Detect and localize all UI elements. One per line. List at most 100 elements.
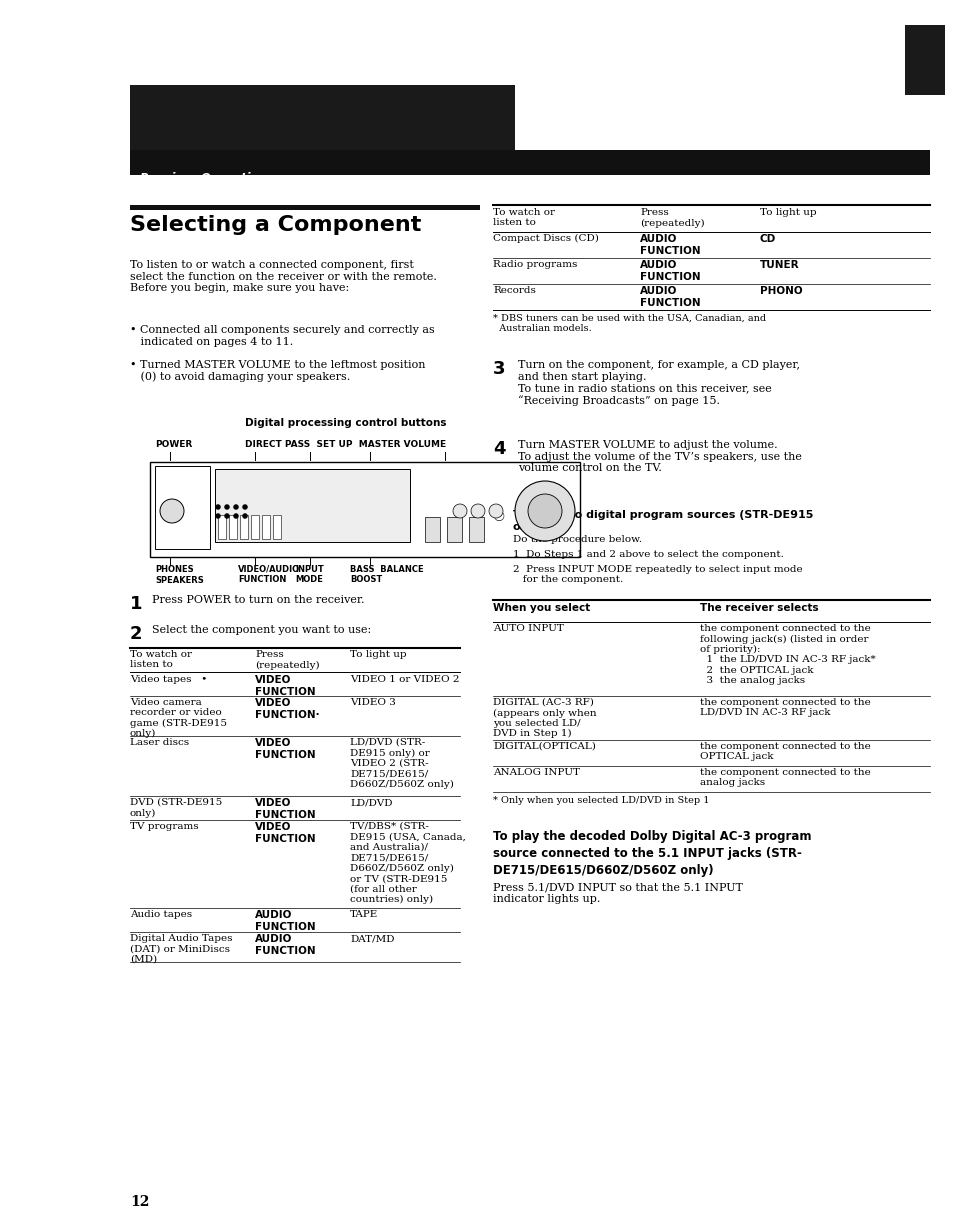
Circle shape — [242, 504, 247, 509]
Text: TUNER: TUNER — [760, 260, 799, 270]
Text: To light up: To light up — [350, 650, 406, 659]
Text: Selecting a Component: Selecting a Component — [130, 215, 421, 234]
Text: TV/DBS* (STR-
DE915 (USA, Canada,
and Australia)/
DE715/DE615/
D660Z/D560Z only): TV/DBS* (STR- DE915 (USA, Canada, and Au… — [350, 822, 465, 904]
Text: Turn on the component, for example, a CD player,
and then start playing.
To tune: Turn on the component, for example, a CD… — [517, 360, 800, 405]
Text: Press 5.1/DVD INPUT so that the 5.1 INPUT
indicator lights up.: Press 5.1/DVD INPUT so that the 5.1 INPU… — [493, 882, 742, 904]
Text: 3: 3 — [493, 360, 505, 379]
Text: LD/DVD: LD/DVD — [350, 799, 392, 807]
Text: Press
(repeatedly): Press (repeatedly) — [639, 208, 704, 227]
Text: Video camera
recorder or video
game (STR-DE915
only): Video camera recorder or video game (STR… — [130, 698, 227, 739]
Text: Press POWER to turn on the receiver.: Press POWER to turn on the receiver. — [152, 595, 364, 604]
Bar — [130, 150, 929, 175]
Text: The receiver selects: The receiver selects — [700, 603, 818, 613]
Text: Select the component you want to use:: Select the component you want to use: — [152, 625, 371, 635]
Circle shape — [453, 504, 467, 518]
Text: * Only when you selected LD/DVD in Step 1: * Only when you selected LD/DVD in Step … — [493, 796, 709, 805]
Text: AUDIO
FUNCTION: AUDIO FUNCTION — [639, 286, 700, 308]
Circle shape — [471, 504, 484, 518]
Text: VIDEO
FUNCTION: VIDEO FUNCTION — [254, 675, 315, 697]
Text: the component connected to the
following jack(s) (listed in order
of priority):
: the component connected to the following… — [700, 624, 875, 685]
Text: VIDEO/AUDIO
FUNCTION: VIDEO/AUDIO FUNCTION — [237, 565, 300, 585]
Text: PHONES: PHONES — [154, 565, 193, 574]
Circle shape — [233, 504, 238, 509]
Text: AUDIO
FUNCTION: AUDIO FUNCTION — [639, 234, 700, 255]
Text: Do the procedure below.: Do the procedure below. — [513, 535, 641, 545]
Bar — [214, 469, 410, 542]
Text: POWER: POWER — [154, 440, 193, 449]
Bar — [218, 515, 226, 538]
Text: Radio programs: Radio programs — [493, 260, 577, 269]
Circle shape — [160, 499, 184, 523]
Circle shape — [515, 481, 575, 541]
Text: DIGITAL(OPTICAL): DIGITAL(OPTICAL) — [493, 742, 596, 751]
Text: 4: 4 — [493, 440, 505, 458]
Bar — [229, 515, 236, 538]
Circle shape — [224, 504, 230, 509]
Text: VIDEO
FUNCTION·: VIDEO FUNCTION· — [254, 698, 319, 719]
Text: To watch or
listen to: To watch or listen to — [493, 208, 555, 227]
Text: 12: 12 — [130, 1195, 150, 1209]
Text: DVD (STR-DE915
only): DVD (STR-DE915 only) — [130, 799, 222, 818]
Text: SPEAKERS: SPEAKERS — [154, 576, 204, 585]
Text: ☉: ☉ — [493, 510, 505, 524]
Text: To listen to or watch a connected component, first
select the function on the re: To listen to or watch a connected compon… — [130, 260, 436, 293]
Circle shape — [527, 495, 561, 527]
Circle shape — [215, 514, 220, 519]
Text: VIDEO 3: VIDEO 3 — [350, 698, 395, 707]
Text: Records: Records — [493, 286, 536, 295]
Bar — [130, 85, 515, 155]
Text: 1  Do Steps 1 and 2 above to select the component.: 1 Do Steps 1 and 2 above to select the c… — [513, 549, 783, 559]
Text: VIDEO 1 or VIDEO 2: VIDEO 1 or VIDEO 2 — [350, 675, 459, 684]
Text: Press
(repeatedly): Press (repeatedly) — [254, 650, 319, 669]
Text: 2  Press INPUT MODE repeatedly to select input mode
   for the component.: 2 Press INPUT MODE repeatedly to select … — [513, 565, 801, 585]
Text: AUDIO
FUNCTION: AUDIO FUNCTION — [639, 260, 700, 282]
Bar — [262, 515, 270, 538]
Text: To listen to digital program sources (STR-DE915
only): To listen to digital program sources (ST… — [513, 510, 813, 531]
Text: AUDIO
FUNCTION: AUDIO FUNCTION — [254, 934, 315, 956]
Text: DIGITAL (AC-3 RF)
(appears only when
you selected LD/
DVD in Step 1): DIGITAL (AC-3 RF) (appears only when you… — [493, 698, 596, 739]
Text: the component connected to the
analog jacks: the component connected to the analog ja… — [700, 768, 870, 788]
Text: AUDIO
FUNCTION: AUDIO FUNCTION — [254, 910, 315, 932]
Circle shape — [489, 504, 502, 518]
Text: PHONO: PHONO — [760, 286, 801, 295]
Text: VIDEO
FUNCTION: VIDEO FUNCTION — [254, 737, 315, 759]
Bar — [469, 516, 483, 542]
Text: Turn MASTER VOLUME to adjust the volume.
To adjust the volume of the TV’s speake: Turn MASTER VOLUME to adjust the volume.… — [517, 440, 801, 474]
Bar — [240, 515, 248, 538]
Text: CD: CD — [760, 234, 776, 244]
Text: Video tapes   •: Video tapes • — [130, 675, 207, 684]
Text: TV programs: TV programs — [130, 822, 198, 832]
Circle shape — [233, 514, 238, 519]
Text: TAPE: TAPE — [350, 910, 377, 919]
Text: INPUT
MODE: INPUT MODE — [294, 565, 323, 585]
Text: the component connected to the
OPTICAL jack: the component connected to the OPTICAL j… — [700, 742, 870, 762]
Text: AUTO INPUT: AUTO INPUT — [493, 624, 563, 632]
Text: Audio tapes: Audio tapes — [130, 910, 192, 919]
Text: When you select: When you select — [493, 603, 590, 613]
Bar — [424, 516, 439, 542]
Text: BASS  BALANCE
BOOST: BASS BALANCE BOOST — [350, 565, 423, 585]
Text: To play the decoded Dolby Digital AC-3 program
source connected to the 5.1 INPUT: To play the decoded Dolby Digital AC-3 p… — [493, 830, 811, 877]
Text: 1: 1 — [130, 595, 142, 613]
Text: DIRECT PASS  SET UP  MASTER VOLUME: DIRECT PASS SET UP MASTER VOLUME — [245, 440, 446, 449]
Bar — [154, 466, 210, 549]
Bar — [251, 515, 258, 538]
Text: • Connected all components securely and correctly as
   indicated on pages 4 to : • Connected all components securely and … — [130, 325, 435, 347]
Bar — [904, 24, 944, 95]
Circle shape — [224, 514, 230, 519]
Text: LD/DVD (STR-
DE915 only) or
VIDEO 2 (STR-
DE715/DE615/
D660Z/D560Z only): LD/DVD (STR- DE915 only) or VIDEO 2 (STR… — [350, 737, 454, 789]
Text: Digital Audio Tapes
(DAT) or MiniDiscs
(MD): Digital Audio Tapes (DAT) or MiniDiscs (… — [130, 934, 233, 963]
Bar — [150, 462, 579, 557]
Circle shape — [242, 514, 247, 519]
Text: the component connected to the
LD/DVD IN AC-3 RF jack: the component connected to the LD/DVD IN… — [700, 698, 870, 718]
Text: To watch or
listen to: To watch or listen to — [130, 650, 192, 669]
Text: * DBS tuners can be used with the USA, Canadian, and
  Australian models.: * DBS tuners can be used with the USA, C… — [493, 314, 765, 333]
Text: 2: 2 — [130, 625, 142, 643]
Text: To light up: To light up — [760, 208, 816, 217]
Bar — [130, 205, 479, 210]
Bar — [447, 516, 461, 542]
Text: • Turned MASTER VOLUME to the leftmost position
   (0) to avoid damaging your sp: • Turned MASTER VOLUME to the leftmost p… — [130, 360, 425, 382]
Text: ANALOG INPUT: ANALOG INPUT — [493, 768, 579, 777]
Text: VIDEO
FUNCTION: VIDEO FUNCTION — [254, 799, 315, 819]
Circle shape — [215, 504, 220, 509]
